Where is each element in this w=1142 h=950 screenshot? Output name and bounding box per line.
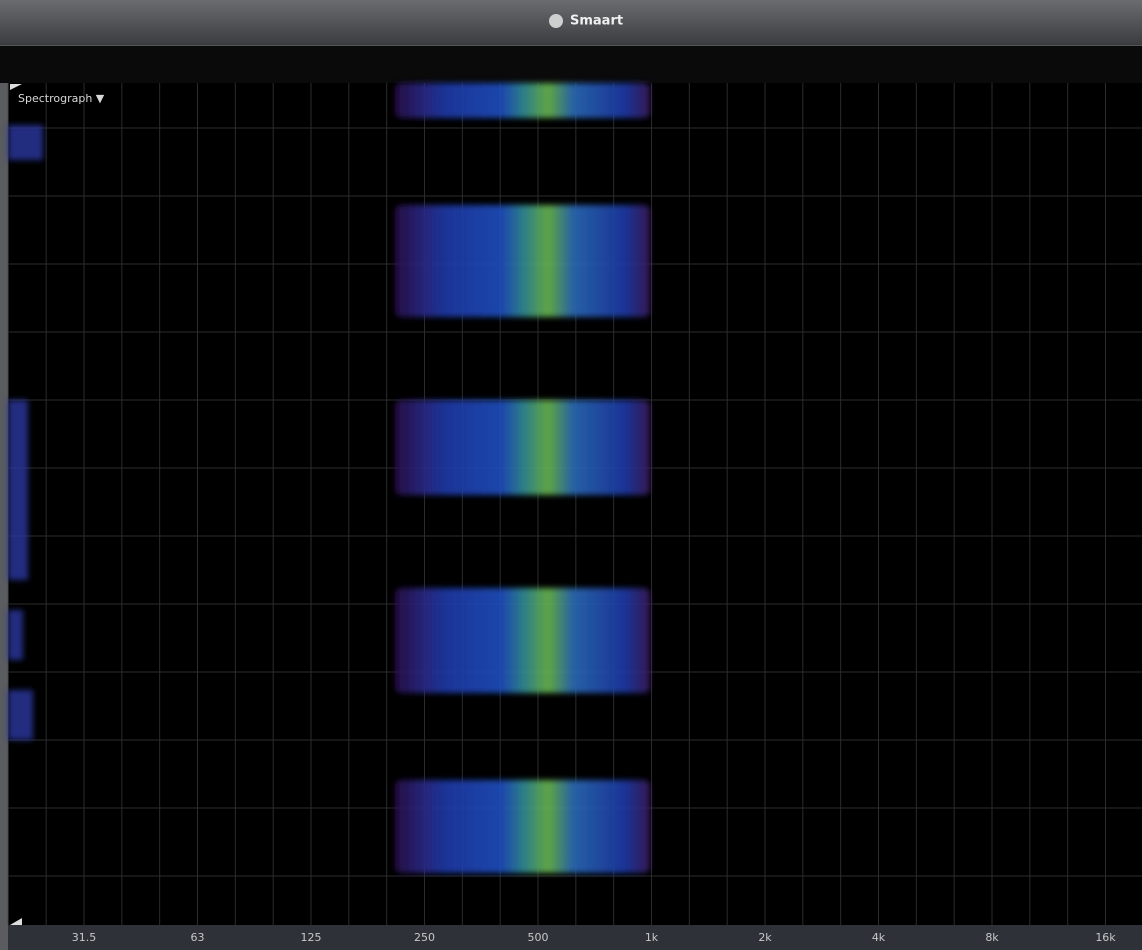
page: Smaart Spectrograph ▼ 31.5 63 125 250 500 1k 2… (0, 0, 1142, 950)
mode-menu[interactable]: Spectrograph ▼ (18, 92, 105, 105)
left-edge (0, 83, 8, 950)
x-tick-label: 16k (1095, 931, 1116, 944)
x-tick-label: 2k (758, 931, 772, 944)
x-tick-label: 8k (985, 931, 999, 944)
x-tick-label: 1k (645, 931, 659, 944)
spectral-band (395, 780, 650, 873)
edge-band (8, 610, 23, 660)
x-tick-label: 250 (414, 931, 435, 944)
edge-band (8, 400, 28, 580)
x-axis-bar (8, 925, 1142, 950)
toolbar (0, 45, 1142, 83)
x-tick-label: 31.5 (72, 931, 97, 944)
window-title: Smaart (570, 14, 623, 29)
x-tick-label: 125 (301, 931, 322, 944)
x-tick-label: 4k (872, 931, 886, 944)
x-tick-label: 63 (191, 931, 205, 944)
spectral-band (395, 588, 650, 693)
spectral-band (395, 205, 650, 317)
spectral-band (395, 83, 650, 118)
corner-handle (10, 918, 22, 925)
spectral-band (395, 400, 650, 495)
corner-handle (10, 84, 22, 90)
app-icon (549, 14, 563, 28)
smaart-window: Smaart Spectrograph ▼ 31.5 63 125 250 500 1k 2… (0, 0, 1142, 950)
edge-band (8, 125, 43, 160)
x-tick-label: 500 (528, 931, 549, 944)
edge-band (8, 690, 33, 740)
spectrogram (8, 83, 650, 873)
